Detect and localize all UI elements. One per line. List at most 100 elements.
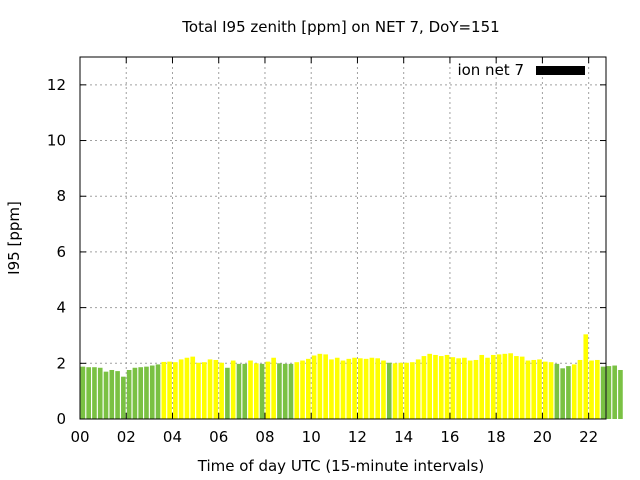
bar [346,358,352,419]
bar [225,367,230,419]
chart-title: Total I95 zenith [ppm] on NET 7, DoY=151 [181,18,499,36]
y-tick-label: 6 [56,243,66,261]
bar [537,359,542,419]
bar [490,354,496,419]
x-tick-label: 00 [70,428,89,446]
x-tick-label: 14 [394,428,413,446]
bar [230,360,236,419]
bar [427,353,433,419]
bar [300,360,305,419]
bar [595,359,600,419]
y-tick-label: 2 [56,354,66,372]
y-tick-label: 10 [47,132,66,150]
bar [456,358,461,419]
bar [213,359,219,419]
bar [115,371,120,419]
grid [80,57,606,419]
bar [415,359,421,419]
bar [577,359,583,419]
y-tick-label: 0 [56,410,66,428]
bar [323,354,328,419]
x-tick-label: 04 [163,428,182,446]
y-tick-label: 8 [56,187,66,205]
bar [381,360,386,419]
bar [496,354,502,419]
bar [433,354,438,419]
bar [265,361,271,419]
y-tick-label: 4 [56,299,66,317]
bar [479,354,485,419]
bar [548,362,554,419]
bar [196,362,201,419]
bar [207,359,213,419]
bar [277,363,282,419]
bar [467,360,473,419]
x-tick-label: 16 [440,428,459,446]
bar [317,353,323,419]
bar [519,356,525,419]
bar [571,364,577,419]
bar [80,366,86,419]
bar [184,357,190,419]
bar [282,363,288,419]
bar [271,357,276,419]
bar [242,363,248,419]
x-axis-label: Time of day UTC (15-minute intervals) [197,457,484,475]
bar [514,356,519,419]
bar [444,354,450,419]
bar [450,357,456,419]
bar [554,363,560,419]
bar [126,369,132,419]
bar [253,363,259,419]
bar [375,358,380,419]
bar [219,362,224,419]
bar [525,360,531,419]
y-tick-label: 12 [47,76,66,94]
bar [398,362,404,419]
bar [201,362,207,419]
x-tick-label: 18 [487,428,506,446]
bar [103,371,109,419]
legend: ion net 7 [457,61,585,79]
bar [97,367,103,419]
x-tick-label: 20 [533,428,552,446]
bar [155,364,161,419]
bar [438,356,444,419]
bar [410,362,415,419]
bar [109,369,115,419]
bar [167,361,172,419]
bar [618,369,623,419]
bar [589,360,594,419]
bar [369,357,375,419]
bar [248,360,253,419]
bar [462,357,467,419]
x-tick-label: 12 [348,428,367,446]
bar [149,365,155,419]
bar [334,357,340,419]
bars [80,334,623,419]
bar [138,367,144,419]
bar [612,365,617,419]
bar [306,358,311,419]
bar [421,356,427,419]
bar [386,362,392,419]
bar [560,368,565,419]
legend-label: ion net 7 [457,61,524,79]
legend-swatch [536,66,585,75]
x-tick-label: 06 [209,428,228,446]
x-tick-label: 22 [579,428,598,446]
bar [542,361,548,419]
bar [485,357,490,419]
bar [86,367,91,419]
bar [92,367,97,419]
bar [566,366,571,419]
bar [363,358,369,419]
bar [259,363,265,419]
bar [606,366,612,419]
bar [392,363,398,419]
bar [190,356,196,419]
x-tick-label: 10 [302,428,321,446]
bar [404,362,409,419]
bar [132,367,138,419]
